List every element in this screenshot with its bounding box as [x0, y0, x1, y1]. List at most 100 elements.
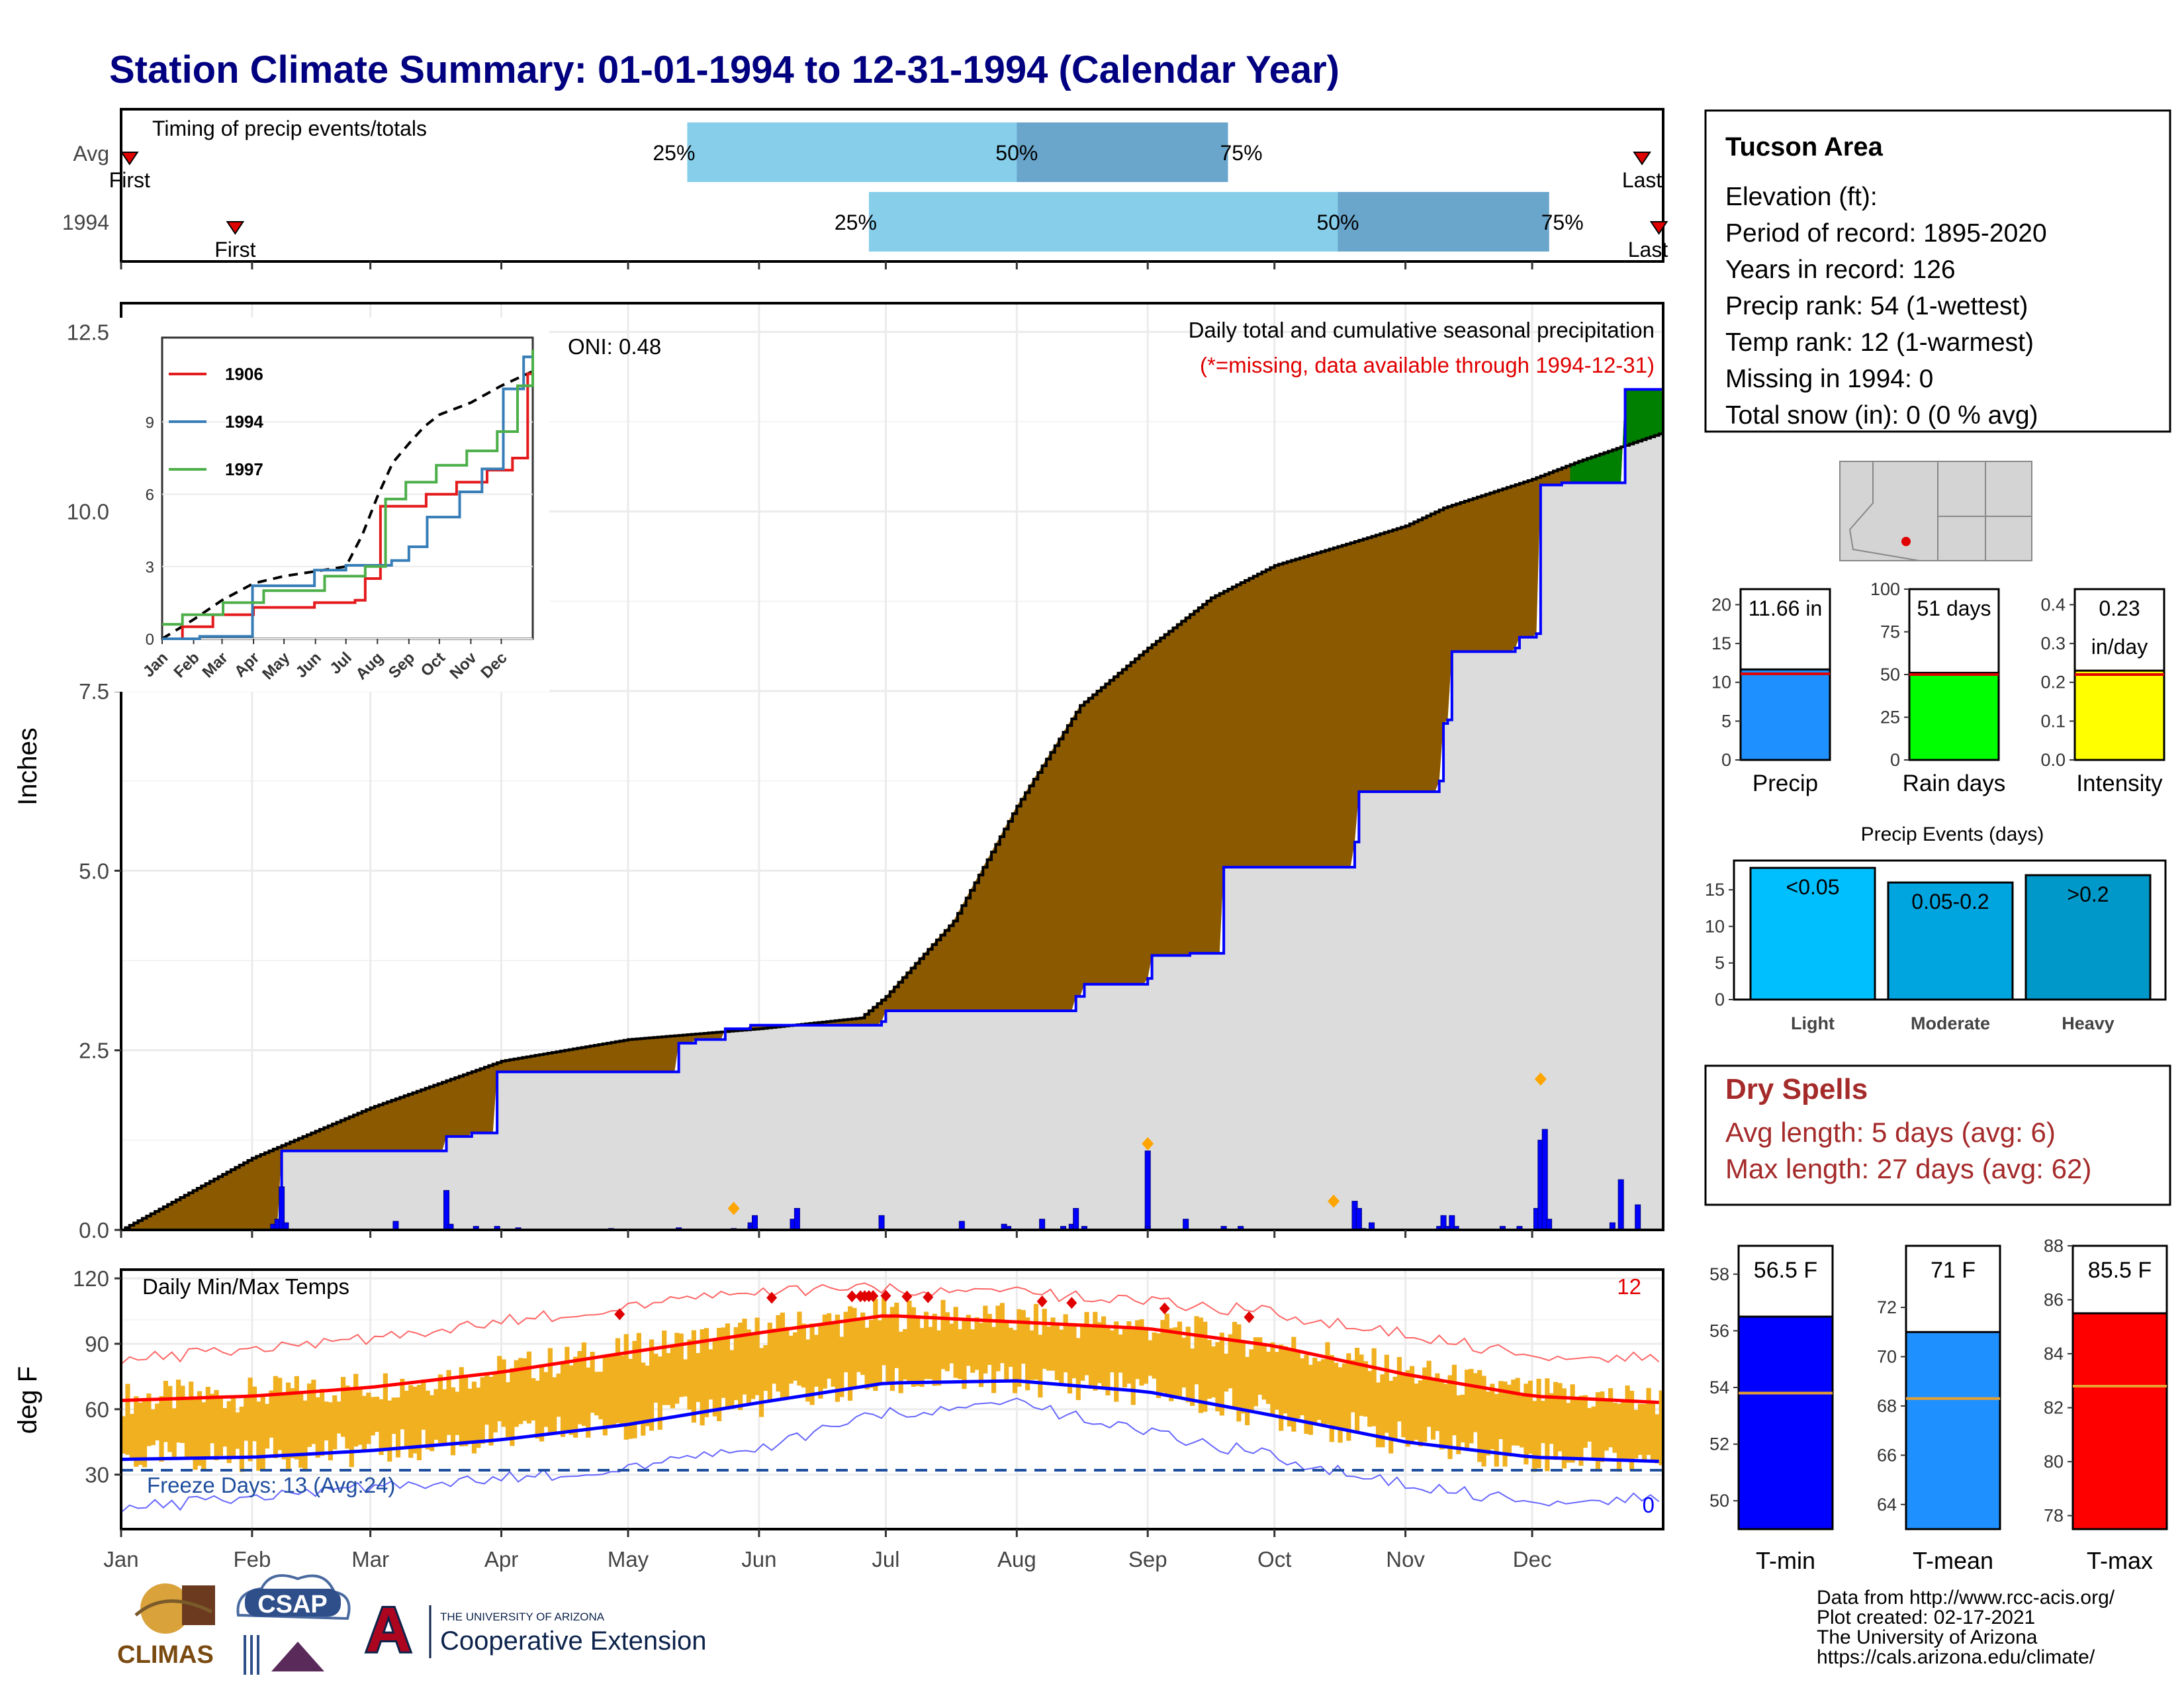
daily-temp-range-bar — [1029, 1330, 1034, 1380]
daily-temp-range-bar — [987, 1313, 992, 1365]
daily-temp-range-bar — [294, 1376, 299, 1460]
daily-temp-range-bar — [733, 1327, 739, 1401]
daily-temp-range-bar — [742, 1319, 747, 1395]
precip-panel: Inches Daily total and cumulative season… — [13, 261, 1664, 1321]
daily-temp-range-bar — [999, 1303, 1005, 1364]
daily-temp-range-bar — [856, 1317, 861, 1372]
inset-ytick-label: 0 — [146, 631, 154, 649]
daily-temp-range-bar — [1181, 1337, 1187, 1388]
timing-bar-upper-1994 — [1338, 192, 1549, 252]
daily-temp-range-bar — [205, 1387, 210, 1458]
timing-row-1994-label: 1994 — [62, 211, 109, 234]
inset-legend-label: 1906 — [225, 364, 263, 384]
daily-temp-range-bar — [522, 1358, 527, 1421]
daily-temp-range-bar — [370, 1397, 375, 1436]
daily-temp-range-bar — [907, 1300, 912, 1384]
daily-max-marker — [1328, 1194, 1340, 1208]
daily-temp-range-bar — [653, 1354, 659, 1403]
daily-temp-range-bar — [1359, 1354, 1364, 1416]
daily-temp-range-bar — [1240, 1340, 1246, 1414]
daily-temp-range-bar — [594, 1372, 600, 1416]
daily-temp-range-bar — [505, 1382, 511, 1438]
daily-temp-range-bar — [978, 1323, 984, 1387]
month-label: Jun — [741, 1547, 776, 1571]
daily-temp-range-bar — [1621, 1401, 1626, 1459]
month-label: Feb — [233, 1547, 271, 1571]
mini-bar-name: Rain days — [1903, 771, 2006, 796]
daily-temp-range-bar — [1245, 1356, 1250, 1426]
temp-bar-tick-label: 50 — [1709, 1491, 1729, 1511]
daily-precip-bar — [1617, 1179, 1624, 1231]
daily-temp-range-bar — [1270, 1342, 1275, 1416]
daily-temp-range-bar — [1173, 1327, 1178, 1397]
timing-p75-label: 75% — [1541, 211, 1584, 234]
daily-temp-range-bar — [792, 1332, 798, 1381]
daily-precip-bar — [1355, 1207, 1362, 1231]
dry-spells-box: Dry Spells Avg length: 5 days (avg: 6) M… — [1704, 1064, 2171, 1206]
daily-temp-range-bar — [708, 1349, 713, 1400]
daily-temp-range-bar — [767, 1323, 772, 1402]
temp-bar-tick-label: 88 — [2044, 1236, 2064, 1256]
daily-temp-range-bar — [1485, 1391, 1491, 1456]
daily-temp-range-bar — [1498, 1381, 1504, 1439]
temp-bar-name: T-mean — [1913, 1547, 1993, 1574]
daily-temp-range-bar — [315, 1397, 320, 1458]
daily-temp-range-bar — [1148, 1340, 1153, 1376]
events-title: Precip Events (days) — [1861, 823, 2044, 845]
inset-ytick-label: 6 — [146, 487, 154, 504]
station-info-line: Missing in 1994: 0 — [1725, 365, 1933, 393]
daily-temp-range-bar — [1637, 1403, 1643, 1455]
daily-temp-range-bar — [970, 1329, 976, 1373]
daily-temp-range-bar — [1291, 1336, 1297, 1432]
daily-temp-range-bar — [357, 1387, 363, 1445]
daily-temp-range-bar — [1502, 1382, 1508, 1467]
university-of-arizona-logo: A THE UNIVERSITY OF ARIZONA Cooperative … — [363, 1593, 706, 1667]
daily-temp-range-bar — [535, 1380, 540, 1439]
mini-bar-value-unit: in/day — [2091, 635, 2148, 659]
daily-temp-range-bar — [1506, 1384, 1512, 1457]
daily-temp-range-bar — [471, 1382, 477, 1454]
mini-bar-tick-label: 100 — [1870, 579, 1900, 599]
daily-temp-range-bar — [641, 1362, 646, 1436]
daily-temp-range-bar — [1409, 1366, 1415, 1443]
daily-temp-range-bar — [919, 1328, 925, 1387]
record-hot-marker — [868, 1289, 879, 1302]
daily-temp-range-bar — [560, 1361, 566, 1437]
daily-temp-range-bar — [1114, 1321, 1119, 1402]
daily-temp-range-bar — [991, 1327, 997, 1393]
daily-temp-range-bar — [839, 1336, 844, 1397]
station-info-line: Total snow (in): 0 (0 % avg) — [1725, 401, 2038, 430]
daily-temp-range-bar — [353, 1374, 359, 1447]
daily-temp-range-bar — [510, 1368, 515, 1446]
events-bar-Light — [1749, 867, 1876, 1001]
daily-temp-range-bar — [273, 1376, 278, 1459]
daily-temp-range-bar — [1494, 1393, 1499, 1467]
daily-temp-range-bar — [1046, 1326, 1052, 1371]
events-bar-value-label: >0.2 — [2067, 882, 2109, 906]
daily-temp-range-bar — [218, 1398, 224, 1456]
daily-temp-range-bar — [1130, 1329, 1136, 1405]
inset-average-line — [161, 370, 533, 640]
daily-temp-range-bar — [1527, 1380, 1533, 1454]
page-title: Station Climate Summary: 01-01-1994 to 1… — [109, 48, 1340, 91]
daily-temp-range-bar — [1097, 1322, 1102, 1383]
inset-series-1906 — [162, 350, 534, 640]
daily-temp-range-bar — [134, 1396, 139, 1467]
daily-temp-range-bar — [184, 1398, 189, 1460]
mini-bar-tick-label: 0 — [1721, 750, 1731, 770]
daily-temp-range-bar — [619, 1355, 625, 1426]
daily-temp-range-bar — [531, 1378, 536, 1421]
daily-temp-range-bar — [662, 1330, 667, 1405]
station-info-line: Precip rank: 54 (1-wettest) — [1725, 292, 2028, 320]
daily-temp-range-bar — [1600, 1391, 1605, 1462]
daily-temp-range-bar — [265, 1403, 270, 1449]
daily-temp-range-bar — [1553, 1382, 1559, 1460]
month-label: Nov — [1386, 1547, 1425, 1571]
month-label: Aug — [997, 1547, 1036, 1571]
daily-temp-range-bar — [843, 1311, 848, 1373]
mini-bar-name: Intensity — [2076, 771, 2163, 796]
daily-temp-range-bar — [569, 1365, 574, 1435]
daily-precip-bar — [878, 1215, 885, 1231]
normal-min-line — [120, 1379, 1659, 1464]
